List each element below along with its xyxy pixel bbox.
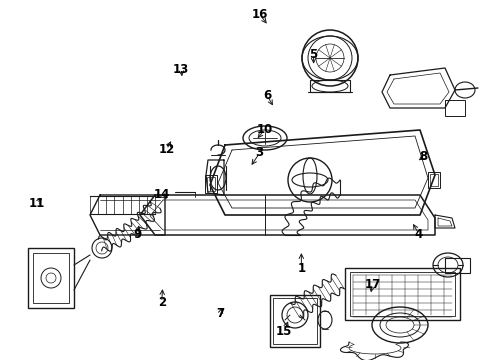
Text: 7: 7 [217,307,224,320]
Text: 4: 4 [415,228,423,240]
Text: 10: 10 [256,123,273,136]
Bar [350,272,455,316]
Bar [445,100,465,116]
Bar [205,175,217,193]
Bar [270,295,320,347]
Text: 13: 13 [173,63,190,76]
Text: 8: 8 [420,150,428,163]
Text: 3: 3 [256,147,264,159]
Bar [430,174,438,186]
Bar [207,177,215,191]
Text: 12: 12 [158,143,175,156]
Bar [33,253,69,303]
Text: 17: 17 [364,278,381,291]
Bar [345,268,460,320]
Text: 15: 15 [276,325,293,338]
Bar [428,172,440,188]
Bar [273,298,317,344]
Bar [28,248,74,308]
Text: 6: 6 [263,89,271,102]
Text: 2: 2 [158,296,166,309]
Text: 16: 16 [251,8,268,21]
Text: 5: 5 [310,48,318,60]
Text: 1: 1 [297,262,305,275]
Text: 14: 14 [153,188,170,201]
Text: 11: 11 [28,197,45,210]
Bar [445,258,470,273]
Text: 9: 9 [133,228,141,240]
Bar [310,80,350,92]
